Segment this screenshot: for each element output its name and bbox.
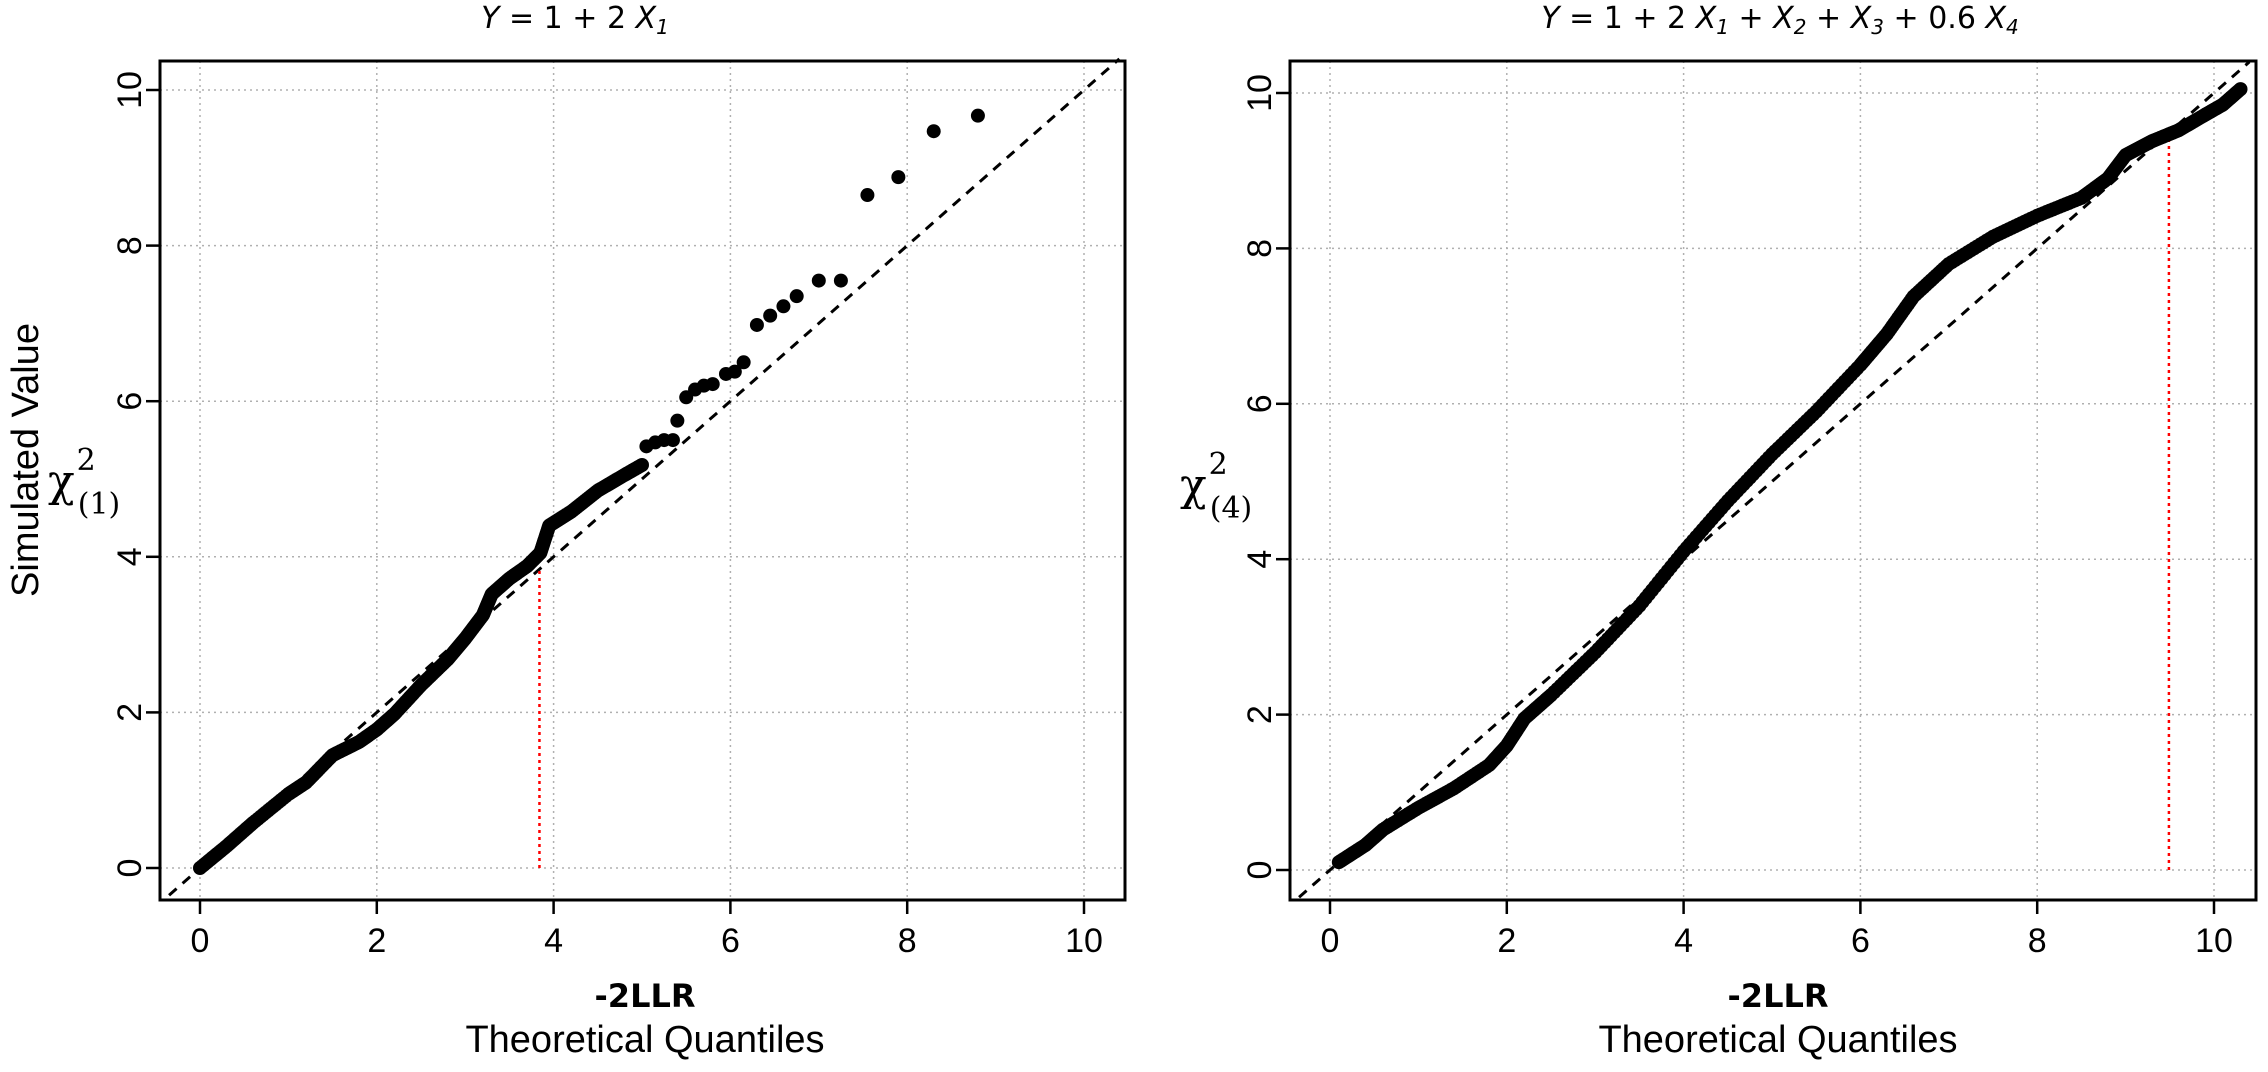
dense-points <box>1331 82 2248 870</box>
data-point <box>635 457 649 472</box>
x-axis-label-top: -2LLR <box>595 977 696 1015</box>
qq-panel-right: 0 2 4 6 8 10 0 2 4 6 8 10 Y = 1 + 2 X1 + X2 + X3 +… <box>1180 1 2258 1061</box>
x-axis-label-top: -2LLR <box>1728 977 1829 1015</box>
data-points <box>639 108 985 454</box>
reference-line <box>1298 60 2251 899</box>
x-tick-label: 0 <box>191 922 210 960</box>
x-tick-label: 0 <box>1321 922 1340 960</box>
data-point <box>727 364 742 379</box>
y-tick-label: 4 <box>1241 550 1279 569</box>
data-point <box>763 308 778 323</box>
x-axis-ticks: 0 2 4 6 8 10 <box>1321 900 2233 960</box>
data-point <box>789 289 804 304</box>
data-point <box>749 317 764 332</box>
x-axis-label: Theoretical Quantiles <box>465 1019 824 1061</box>
x-tick-label: 6 <box>1851 922 1870 960</box>
x-axis-label: Theoretical Quantiles <box>1598 1019 1957 1061</box>
x-tick-label: 8 <box>2028 922 2047 960</box>
grid-lines <box>1290 61 2256 900</box>
y-axis-chi-label: χ2 (1) <box>48 443 120 522</box>
x-tick-label: 8 <box>898 922 917 960</box>
y-tick-label: 10 <box>111 71 149 109</box>
x-tick-label: 2 <box>367 922 386 960</box>
y-tick-label: 8 <box>111 236 149 255</box>
data-point <box>970 108 985 123</box>
y-tick-label: 0 <box>111 859 149 878</box>
grid-lines <box>160 61 1125 900</box>
chart-title: Y = 1 + 2 X1 <box>481 1 669 39</box>
y-axis-ticks: 0 2 4 6 8 10 <box>1241 74 1290 879</box>
y-tick-label: 6 <box>111 392 149 411</box>
x-tick-label: 4 <box>544 922 563 960</box>
chart-title: Y = 1 + 2 X1 + X2 + X3 + 0.6 X4 <box>1541 1 2019 39</box>
reference-line <box>168 57 1121 897</box>
data-point <box>705 377 720 392</box>
dense-points <box>193 457 649 875</box>
y-tick-label: 4 <box>111 547 149 566</box>
x-tick-label: 6 <box>721 922 740 960</box>
data-point <box>860 188 875 203</box>
data-point <box>736 355 751 370</box>
y-tick-label: 10 <box>1241 74 1279 112</box>
data-point <box>926 124 941 139</box>
y-axis-chi-label: χ2 (4) <box>1180 447 1252 526</box>
data-point <box>2233 82 2248 97</box>
y-tick-label: 2 <box>1241 705 1279 724</box>
data-point <box>811 273 826 288</box>
y-tick-label: 2 <box>111 703 149 722</box>
data-point <box>833 273 848 288</box>
plot-frame <box>158 59 1127 902</box>
x-tick-label: 10 <box>2195 922 2233 960</box>
x-tick-label: 10 <box>1065 922 1103 960</box>
x-tick-label: 4 <box>1674 922 1693 960</box>
x-axis-ticks: 0 2 4 6 8 10 <box>191 900 1103 960</box>
data-point <box>670 413 685 428</box>
y-tick-label: 0 <box>1241 861 1279 880</box>
data-point <box>665 433 680 448</box>
data-point <box>776 299 791 314</box>
x-tick-label: 2 <box>1497 922 1516 960</box>
y-tick-label: 8 <box>1241 239 1279 258</box>
data-point <box>891 170 906 185</box>
qq-panel-left: 0 2 4 6 8 10 0 2 4 6 8 10 Y = 1 + 2 X1 -2LLR Theor… <box>5 1 1127 1061</box>
y-axis-label: Simulated Value <box>5 323 47 597</box>
y-tick-label: 6 <box>1241 394 1279 413</box>
plot-frame <box>1288 59 2258 902</box>
y-axis-ticks: 0 2 4 6 8 10 <box>111 71 160 877</box>
